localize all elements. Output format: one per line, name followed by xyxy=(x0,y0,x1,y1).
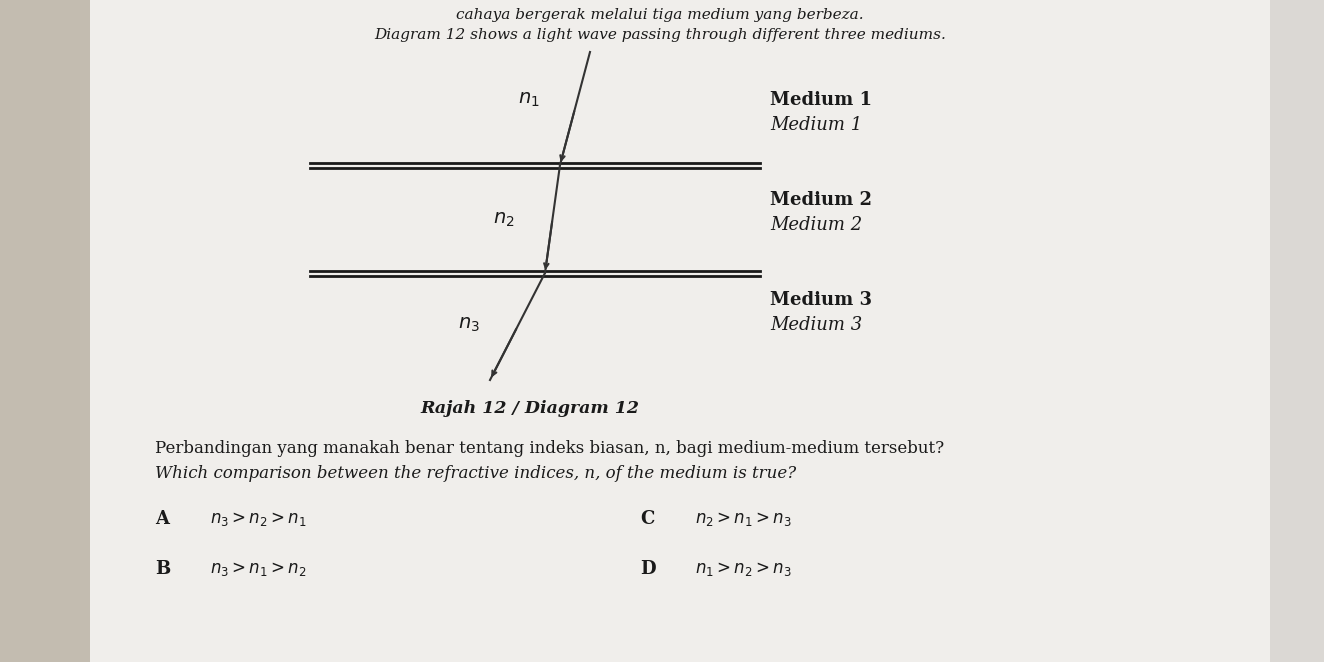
Bar xyxy=(1270,0,1324,662)
Text: A: A xyxy=(155,510,169,528)
Text: Perbandingan yang manakah benar tentang indeks biasan, n, bagi medium-medium ter: Perbandingan yang manakah benar tentang … xyxy=(155,440,944,457)
Text: $n_2$: $n_2$ xyxy=(494,211,515,229)
Text: $n_3 > n_1 > n_2$: $n_3 > n_1 > n_2$ xyxy=(211,560,306,578)
Text: $n_1 > n_2 > n_3$: $n_1 > n_2 > n_3$ xyxy=(695,560,792,578)
Bar xyxy=(0,0,90,662)
Text: D: D xyxy=(639,560,655,578)
Text: Rajah 12 / Diagram 12: Rajah 12 / Diagram 12 xyxy=(421,400,639,417)
Text: Medium 3: Medium 3 xyxy=(771,316,862,334)
Text: Medium 1: Medium 1 xyxy=(771,91,873,109)
Text: Diagram 12 shows a light wave passing through different three mediums.: Diagram 12 shows a light wave passing th… xyxy=(375,28,945,42)
Text: Medium 2: Medium 2 xyxy=(771,191,873,209)
Text: $n_3 > n_2 > n_1$: $n_3 > n_2 > n_1$ xyxy=(211,510,307,528)
Text: Medium 1: Medium 1 xyxy=(771,116,862,134)
Text: Medium 3: Medium 3 xyxy=(771,291,873,309)
Text: $n_1$: $n_1$ xyxy=(518,91,540,109)
Text: B: B xyxy=(155,560,171,578)
Text: Medium 2: Medium 2 xyxy=(771,216,862,234)
Text: cahaya bergerak melalui tiga medium yang berbeza.: cahaya bergerak melalui tiga medium yang… xyxy=(457,8,863,22)
Text: $n_2 > n_1 > n_3$: $n_2 > n_1 > n_3$ xyxy=(695,510,792,528)
Text: $n_3$: $n_3$ xyxy=(458,316,481,334)
Text: Which comparison between the refractive indices, n, of the medium is true?: Which comparison between the refractive … xyxy=(155,465,796,482)
Text: C: C xyxy=(639,510,654,528)
